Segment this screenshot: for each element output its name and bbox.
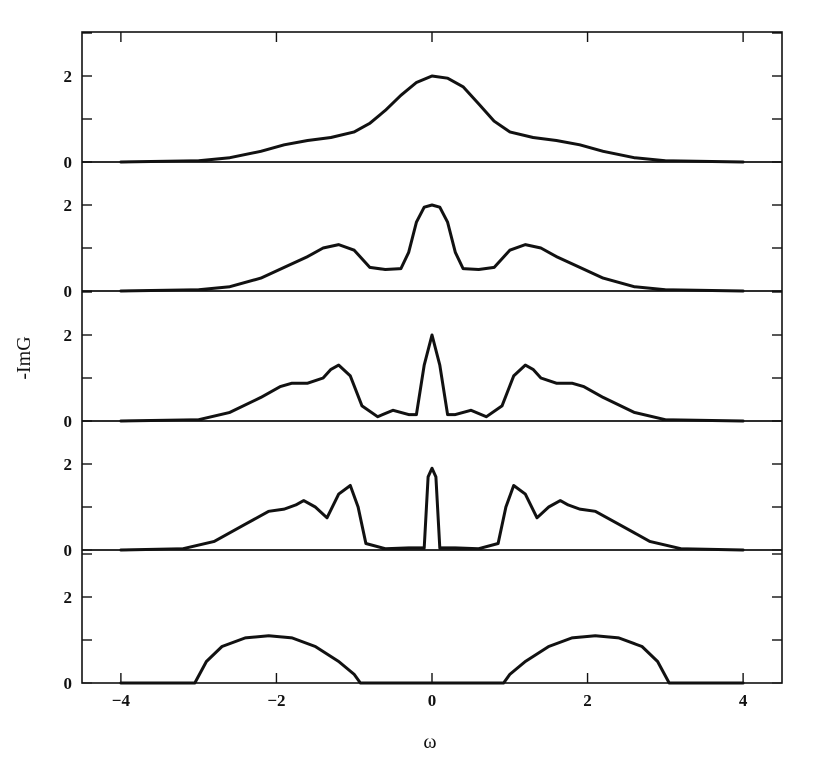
panel-2-series-line	[119, 203, 745, 293]
xtick-label: −4	[112, 691, 131, 710]
panel-5-ytick-label: 2	[64, 588, 73, 607]
panel-2-ytick-label: 0	[64, 282, 73, 301]
panel-1-ytick-label: 0	[64, 153, 73, 172]
panel-5: 02	[64, 553, 782, 693]
panel-2: 02	[64, 161, 782, 301]
panel-4: 02	[64, 420, 782, 560]
panel-4-series-line	[119, 466, 745, 552]
panel-2-ytick-label: 2	[64, 196, 73, 215]
panel-4-ytick-label: 0	[64, 541, 73, 560]
x-axis: −4 −2 0 2 4	[112, 32, 748, 710]
xtick-label: 2	[583, 691, 592, 710]
panel-4-ytick-label: 2	[64, 455, 73, 474]
panel-3: 02	[64, 291, 782, 431]
xtick-label: 4	[739, 691, 748, 710]
panel-1: 02	[64, 32, 782, 172]
panel-5-ytick-label: 0	[64, 674, 73, 693]
panel-1-ytick-label: 2	[64, 67, 73, 86]
xtick-label: 0	[428, 691, 437, 710]
panel-3-ytick-label: 0	[64, 412, 73, 431]
panel-1-series-line	[119, 74, 745, 164]
plot-frame	[81, 31, 783, 684]
y-axis-label: -ImG	[13, 336, 35, 379]
xtick-label: −2	[267, 691, 285, 710]
panel-3-ytick-label: 2	[64, 326, 73, 345]
panel-3-series-line	[119, 333, 745, 423]
x-axis-label: ω	[423, 731, 436, 753]
